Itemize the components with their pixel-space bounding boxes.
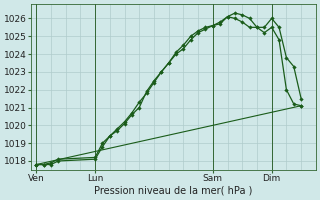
X-axis label: Pression niveau de la mer( hPa ): Pression niveau de la mer( hPa ) (94, 186, 253, 196)
